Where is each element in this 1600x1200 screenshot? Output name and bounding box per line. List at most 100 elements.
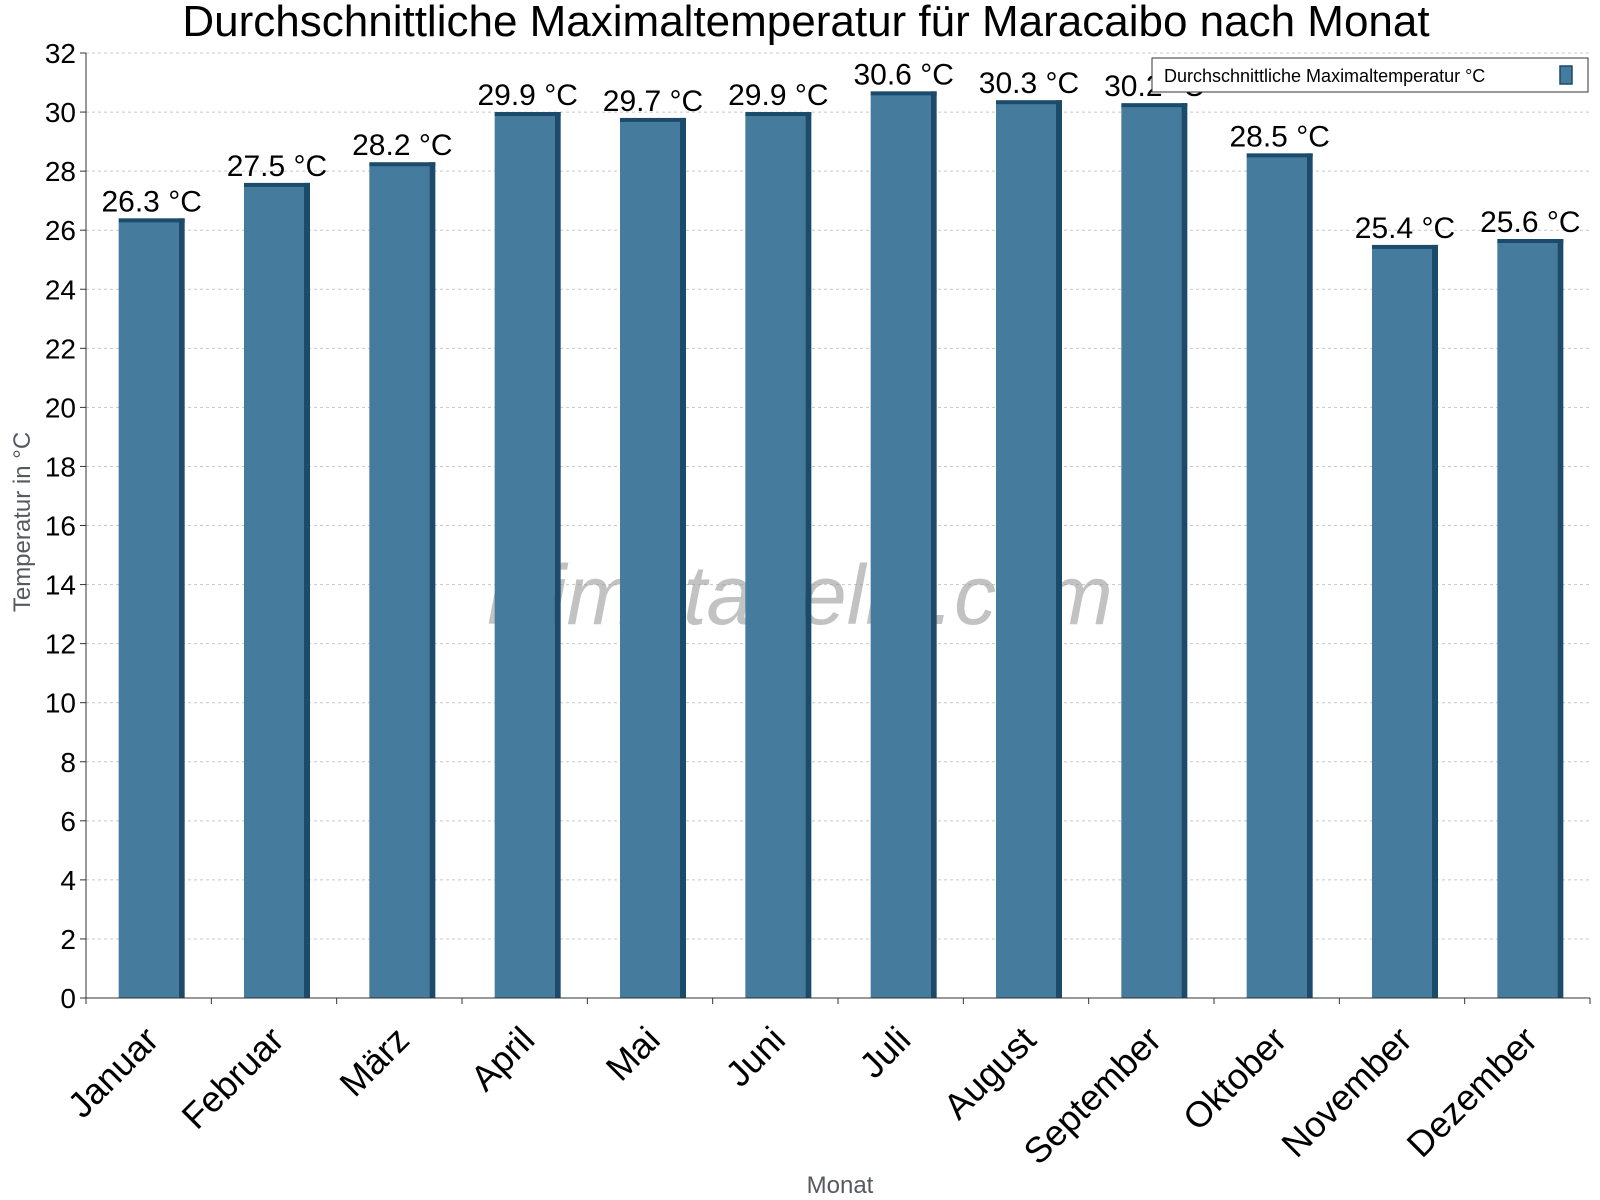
y-tick-label: 12 xyxy=(45,629,76,660)
x-tick-label: September xyxy=(1015,1019,1169,1173)
bar-side xyxy=(930,91,937,998)
x-tick-label: Mai xyxy=(598,1019,668,1089)
data-label: 30.6 °C xyxy=(853,58,953,91)
bar-face xyxy=(369,165,430,998)
bar-side xyxy=(680,117,686,998)
bars xyxy=(118,91,1564,998)
y-axis-title: Temperatur in °C xyxy=(9,432,36,612)
bar-top xyxy=(1246,153,1313,158)
y-tick-label: 6 xyxy=(60,806,76,837)
bar-side xyxy=(805,112,812,998)
bar-top xyxy=(494,112,561,117)
bar-märz xyxy=(369,162,436,998)
bar-face xyxy=(1372,247,1432,998)
x-tick-label: Juni xyxy=(717,1019,793,1095)
x-axis-title: Monat xyxy=(807,1172,874,1199)
y-tick-label: 2 xyxy=(60,924,76,955)
data-label: 30.3 °C xyxy=(979,67,1079,100)
y-tick-label: 0 xyxy=(60,983,76,1014)
bar-top xyxy=(620,117,686,122)
data-label: 28.2 °C xyxy=(352,129,452,162)
data-label: 25.4 °C xyxy=(1355,212,1455,245)
y-tick-label: 16 xyxy=(45,511,76,542)
bar-august xyxy=(996,100,1062,998)
bar-side xyxy=(304,182,310,998)
x-tick-label: Januar xyxy=(59,1019,166,1126)
bar-april xyxy=(494,112,561,998)
bar-top xyxy=(996,100,1062,105)
data-label: 25.6 °C xyxy=(1480,206,1580,239)
bar-top xyxy=(1372,244,1438,249)
y-tick-label: 8 xyxy=(60,747,76,778)
bar-top xyxy=(1497,239,1564,243)
bar-face xyxy=(996,103,1056,998)
y-tick-label: 28 xyxy=(45,156,76,187)
bar-side xyxy=(1432,244,1438,998)
bar-mai xyxy=(620,117,686,998)
legend: Durchschnittliche Maximaltemperatur °C xyxy=(1151,57,1589,93)
y-tick-label: 26 xyxy=(45,215,76,246)
x-tick-label: November xyxy=(1273,1019,1419,1165)
y-tick-label: 22 xyxy=(45,333,76,364)
bar-face xyxy=(1246,156,1307,998)
bar-top xyxy=(369,162,436,167)
bar-face xyxy=(1497,242,1558,998)
bar-oktober xyxy=(1246,153,1313,998)
bar-top xyxy=(1121,103,1188,108)
x-axis-ticks: Januar Februar März April Mai Juni Juli AugustS… xyxy=(59,998,1591,1173)
data-label: 26.3 °C xyxy=(101,185,201,218)
x-tick-label: August xyxy=(935,1019,1043,1127)
x-tick-label: März xyxy=(331,1019,417,1105)
data-label: 29.9 °C xyxy=(477,79,577,112)
bar-face xyxy=(244,185,304,998)
data-label: 29.7 °C xyxy=(603,85,703,118)
data-labels: 26.3 °C 27.5 °C 28.2 °C 29.9 °C 29.7 °C 29.9 … xyxy=(101,58,1580,245)
bar-side xyxy=(1557,239,1564,998)
bar-face xyxy=(118,221,179,998)
bar-side xyxy=(1056,100,1062,998)
bar-top xyxy=(745,112,812,117)
y-tick-label: 32 xyxy=(45,38,76,69)
bar-februar xyxy=(244,182,310,998)
y-tick-label: 30 xyxy=(45,97,76,128)
x-tick-label: Februar xyxy=(174,1019,292,1137)
legend-label: Durchschnittliche Maximaltemperatur °C xyxy=(1164,66,1485,86)
data-label: 29.9 °C xyxy=(728,79,828,112)
bar-top xyxy=(118,218,185,223)
bar-face xyxy=(620,120,680,998)
bar-juni xyxy=(745,112,812,998)
grid-lines xyxy=(86,52,1590,940)
y-tick-label: 24 xyxy=(45,274,76,305)
y-tick-label: 14 xyxy=(45,570,76,601)
bar-face xyxy=(494,115,555,998)
bar-side xyxy=(1181,103,1188,998)
x-tick-label: Dezember xyxy=(1399,1019,1545,1165)
bar-september xyxy=(1121,103,1188,998)
x-tick-label: Juli xyxy=(851,1019,918,1086)
chart-title: Durchschnittliche Maximaltemperatur für … xyxy=(182,0,1429,46)
data-label: 28.5 °C xyxy=(1229,120,1329,153)
y-tick-label: 18 xyxy=(45,451,76,482)
data-label: 27.5 °C xyxy=(227,150,327,183)
bar-januar xyxy=(118,218,185,998)
x-tick-label: Oktober xyxy=(1175,1019,1295,1139)
bar-top xyxy=(244,182,310,187)
bar-face xyxy=(870,94,931,998)
bar-side xyxy=(429,162,436,998)
bar-side xyxy=(554,112,561,998)
y-tick-label: 20 xyxy=(45,392,76,423)
legend-box xyxy=(1151,57,1589,93)
y-tick-label: 4 xyxy=(60,865,76,896)
bar-face xyxy=(745,115,806,998)
bar-november xyxy=(1372,244,1438,998)
bar-juli xyxy=(870,91,937,998)
bar-face xyxy=(1121,106,1182,998)
x-tick-label: April xyxy=(462,1019,542,1099)
legend-swatch xyxy=(1559,65,1573,85)
y-tick-label: 10 xyxy=(45,688,76,719)
bar-side xyxy=(178,218,185,998)
bar-top xyxy=(870,91,937,96)
bar-side xyxy=(1306,153,1313,998)
